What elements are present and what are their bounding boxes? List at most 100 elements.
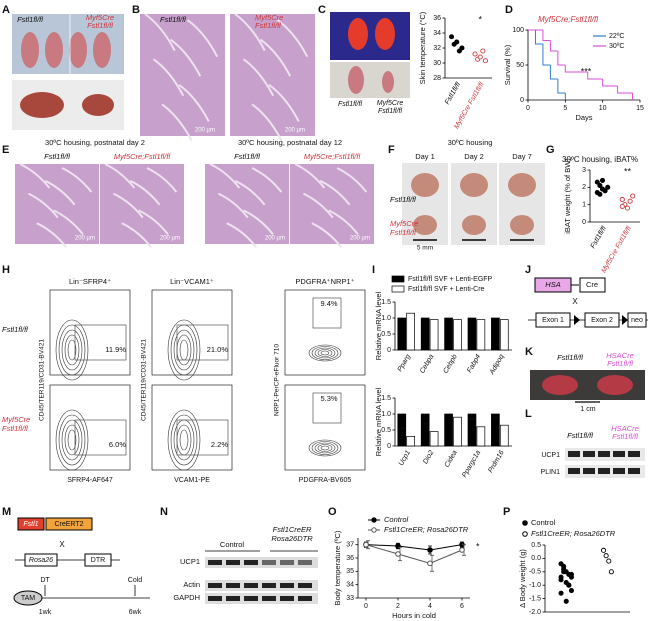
pup — [348, 66, 364, 94]
tissue-vessel — [259, 38, 292, 77]
annotation: ** — [624, 166, 632, 176]
label: 5 mm — [417, 245, 433, 252]
label: 6wk — [129, 609, 142, 616]
legend-label: Control — [531, 518, 556, 527]
survival-step — [557, 79, 566, 94]
dot — [482, 58, 489, 64]
label: PDGFRA⁺NRP1⁺ — [295, 277, 354, 286]
annotation: *** — [398, 427, 406, 434]
loxp — [622, 315, 628, 325]
tissue-vessel — [234, 179, 266, 206]
axis-label: CD45/TER119/CD31-BV421 — [141, 339, 148, 421]
band — [583, 468, 595, 474]
contour — [320, 445, 330, 451]
dot — [599, 177, 606, 183]
label: HSACre — [611, 424, 639, 433]
contour — [314, 347, 336, 359]
label: HSA — [545, 280, 560, 289]
y-tick-label: 1.0 — [381, 315, 391, 322]
bat — [413, 215, 437, 235]
panel-letter: O — [328, 506, 337, 518]
x-tick-label: Fstl1fl/fl — [590, 225, 608, 250]
label: Fstl1fl/fl — [390, 228, 416, 237]
tissue-vessel — [61, 167, 93, 193]
label: DTR — [91, 557, 105, 564]
panel-letter: P — [503, 506, 510, 518]
label: 200 µm — [285, 128, 305, 134]
x-tick-label: Ppargc1a — [461, 449, 482, 479]
y-axis-label: Skin temperature (°C) — [418, 11, 427, 84]
axis-label: VCAM1-PE — [174, 477, 210, 484]
legend-label: Fstl1fl/fl SVF + Lenti-EGFP — [408, 276, 493, 283]
label: Fstl1fl/fl — [557, 353, 583, 362]
label: Myf5Cre;Fstl1fl/fl — [114, 152, 171, 161]
flow-plot — [49, 384, 131, 471]
contour — [317, 444, 333, 452]
band — [262, 596, 276, 601]
tissue-vessel — [302, 192, 334, 219]
dot — [568, 588, 575, 594]
label: Day 1 — [415, 152, 435, 161]
blot — [205, 593, 318, 604]
band — [613, 451, 625, 457]
dot — [619, 196, 625, 203]
gate — [176, 419, 229, 456]
legend-label: 30ºC — [609, 43, 624, 50]
gate-percent: 5.3% — [320, 394, 337, 403]
band — [208, 560, 222, 565]
y-tick-label: 0.5 — [531, 542, 541, 549]
band — [298, 583, 312, 588]
label: Cold — [128, 577, 143, 584]
legend-label: 22ºC — [609, 33, 624, 40]
label: Myf5Cre;Fstl1fl/fl — [304, 152, 361, 161]
annotation: *** — [468, 418, 476, 425]
histology-image — [140, 14, 225, 136]
label: Myf5Cre — [86, 13, 114, 22]
tissue-vessel — [169, 38, 202, 77]
label: 30ºC housing, postnatal day 12 — [238, 138, 342, 147]
x-tick-label: 4 — [428, 603, 432, 610]
annotation: ** — [493, 416, 499, 423]
x-tick-label: Adipoq — [488, 353, 506, 376]
label: 200 µm — [160, 236, 180, 242]
contour — [311, 441, 339, 455]
label: Fstl1fl/fl — [607, 359, 633, 368]
bar — [444, 413, 453, 447]
bar — [429, 431, 439, 447]
label: GAPDH — [173, 593, 200, 602]
y-tick-label: 1.5 — [381, 299, 391, 306]
label: 200 µm — [75, 236, 95, 242]
band — [628, 451, 640, 457]
tissue-vessel — [27, 192, 59, 219]
pup — [69, 32, 87, 68]
contour — [67, 429, 77, 451]
y-tick-label: 0.5 — [381, 331, 391, 338]
label: Fstl1fl/fl — [234, 152, 260, 161]
legend-marker — [371, 527, 377, 533]
label: UCP1 — [541, 452, 560, 459]
tissue-vessel — [268, 83, 300, 122]
bat — [510, 215, 534, 235]
bar — [406, 312, 416, 351]
annotation: * — [478, 14, 482, 24]
tissue-vessel — [146, 167, 178, 193]
contour — [58, 324, 86, 376]
dot — [558, 574, 564, 580]
loxp — [574, 315, 580, 325]
box — [45, 517, 93, 531]
x-tick-label: Prdm16 — [487, 449, 505, 474]
band — [244, 583, 258, 588]
panel-letter: L — [525, 408, 532, 420]
y-axis-label: Survival (%) — [503, 44, 512, 85]
bar — [476, 426, 486, 447]
y-tick-label: 0.5 — [381, 427, 391, 434]
gate-percent: 6.0% — [109, 440, 126, 449]
band — [568, 451, 580, 457]
panel-letter: H — [2, 264, 10, 276]
label: Fstl1fl/fl — [160, 15, 186, 24]
y-axis-label: Body temperature (ºC) — [333, 530, 342, 605]
bat — [411, 173, 439, 197]
bar — [476, 319, 486, 351]
label: Rosa26DTR — [271, 534, 313, 543]
x-tick-label: Cidea — [444, 449, 459, 468]
